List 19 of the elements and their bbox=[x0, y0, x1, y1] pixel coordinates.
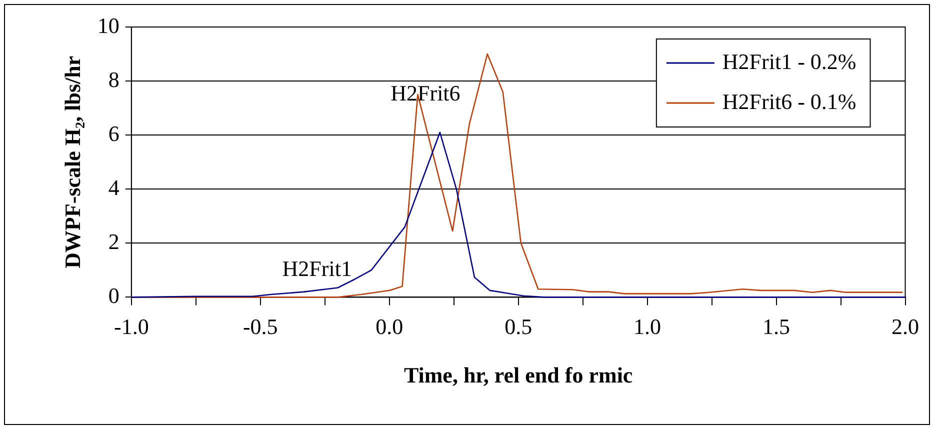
legend-label: H2Frit1 - 0.2% bbox=[722, 48, 856, 74]
y-tick-label: 10 bbox=[97, 12, 120, 38]
y-tick-label: 6 bbox=[108, 120, 120, 146]
legend-label: H2Frit6 - 0.1% bbox=[722, 88, 856, 114]
x-tick-label: 0.5 bbox=[504, 314, 532, 340]
y-tick-label: 8 bbox=[108, 66, 120, 92]
x-tick-label: -1.0 bbox=[114, 314, 149, 340]
x-tick-label: 1.5 bbox=[762, 314, 790, 340]
y-tick-label: 0 bbox=[108, 282, 120, 308]
x-tick-label: 2.0 bbox=[892, 314, 919, 340]
x-tick-label: 1.0 bbox=[634, 314, 662, 340]
y-tick-label: 2 bbox=[108, 228, 120, 254]
x-tick-label: 0.0 bbox=[376, 314, 404, 340]
x-tick-label: -0.5 bbox=[242, 314, 278, 340]
y-axis-title: DWPF-scale H₂, lbs/hr bbox=[60, 56, 85, 268]
annotation: H2Frit6 bbox=[390, 80, 460, 106]
annotation: H2Frit1 bbox=[282, 256, 352, 281]
x-axis-title: Time, hr, rel end fo rmic bbox=[404, 362, 633, 388]
y-tick-label: 4 bbox=[108, 174, 120, 200]
